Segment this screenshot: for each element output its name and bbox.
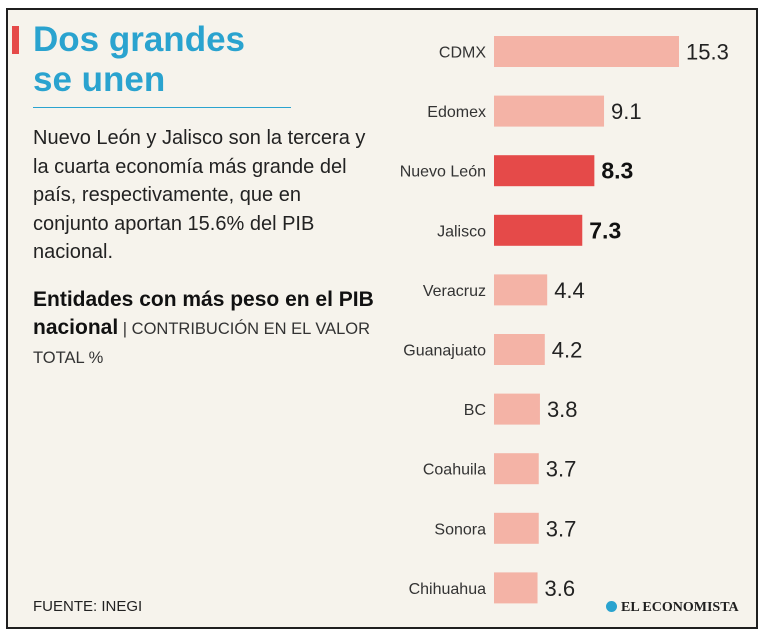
- category-label-nuevo-leon: Nuevo León: [400, 164, 486, 181]
- category-label-veracruz: Veracruz: [423, 283, 486, 300]
- bar-bc: [494, 393, 540, 425]
- category-label-chihuahua: Chihuahua: [409, 581, 487, 598]
- value-label-coahuila: 3.7: [546, 457, 577, 482]
- value-label-edomex: 9.1: [611, 99, 642, 124]
- chart-subtitle: Entidades con más peso en el PIB naciona…: [33, 286, 378, 372]
- source-note: FUENTE: INEGI: [33, 598, 143, 615]
- logo-text: EL ECONOMISTA: [621, 600, 739, 615]
- value-label-nuevo-leon: 8.3: [601, 158, 633, 184]
- category-label-jalisco: Jalisco: [437, 223, 486, 240]
- category-label-edomex: Edomex: [427, 104, 486, 121]
- bar-guanajuato: [494, 334, 545, 365]
- category-label-sonora: Sonora: [434, 521, 486, 538]
- bar-jalisco: [494, 214, 583, 246]
- bar-sonora: [494, 512, 539, 544]
- description-text: Nuevo León y Jalisco son la tercera y la…: [33, 127, 366, 263]
- bar-nuevo-leon: [494, 155, 595, 187]
- bar-coahuila: [494, 453, 539, 485]
- category-label-bc: BC: [464, 402, 486, 419]
- value-label-bc: 3.8: [547, 397, 578, 422]
- title-underline: [33, 107, 291, 108]
- category-label-cdmx: CDMX: [439, 45, 486, 62]
- chart-subtitle-bold: Entidades con más peso en el PIB naciona…: [33, 288, 374, 339]
- value-label-sonora: 3.7: [546, 516, 577, 541]
- value-label-jalisco: 7.3: [589, 217, 621, 243]
- title-line-2: se unen: [33, 60, 166, 99]
- title-accent-bar: [12, 26, 19, 54]
- infographic-title: Dos grandes se unen: [33, 20, 303, 100]
- bar-cdmx: [494, 36, 679, 67]
- chart-subtitle-unit: CONTRIBUCIÓN EN EL VALOR TOTAL %: [33, 320, 371, 367]
- category-label-coahuila: Coahuila: [423, 462, 486, 479]
- value-label-guanajuato: 4.2: [552, 338, 583, 363]
- value-label-veracruz: 4.4: [554, 278, 585, 303]
- logo-globe-icon: [606, 601, 617, 612]
- value-label-cdmx: 15.3: [686, 40, 729, 65]
- bar-veracruz: [494, 274, 548, 306]
- bar-chihuahua: [494, 572, 538, 604]
- value-label-chihuahua: 3.6: [545, 576, 576, 601]
- infographic-frame: [6, 8, 758, 629]
- title-line-1: Dos grandes: [33, 20, 245, 59]
- category-label-guanajuato: Guanajuato: [403, 343, 486, 360]
- bar-edomex: [494, 95, 605, 127]
- publisher-logo: EL ECONOMISTA: [606, 600, 739, 616]
- subtitle-separator: |: [118, 320, 132, 338]
